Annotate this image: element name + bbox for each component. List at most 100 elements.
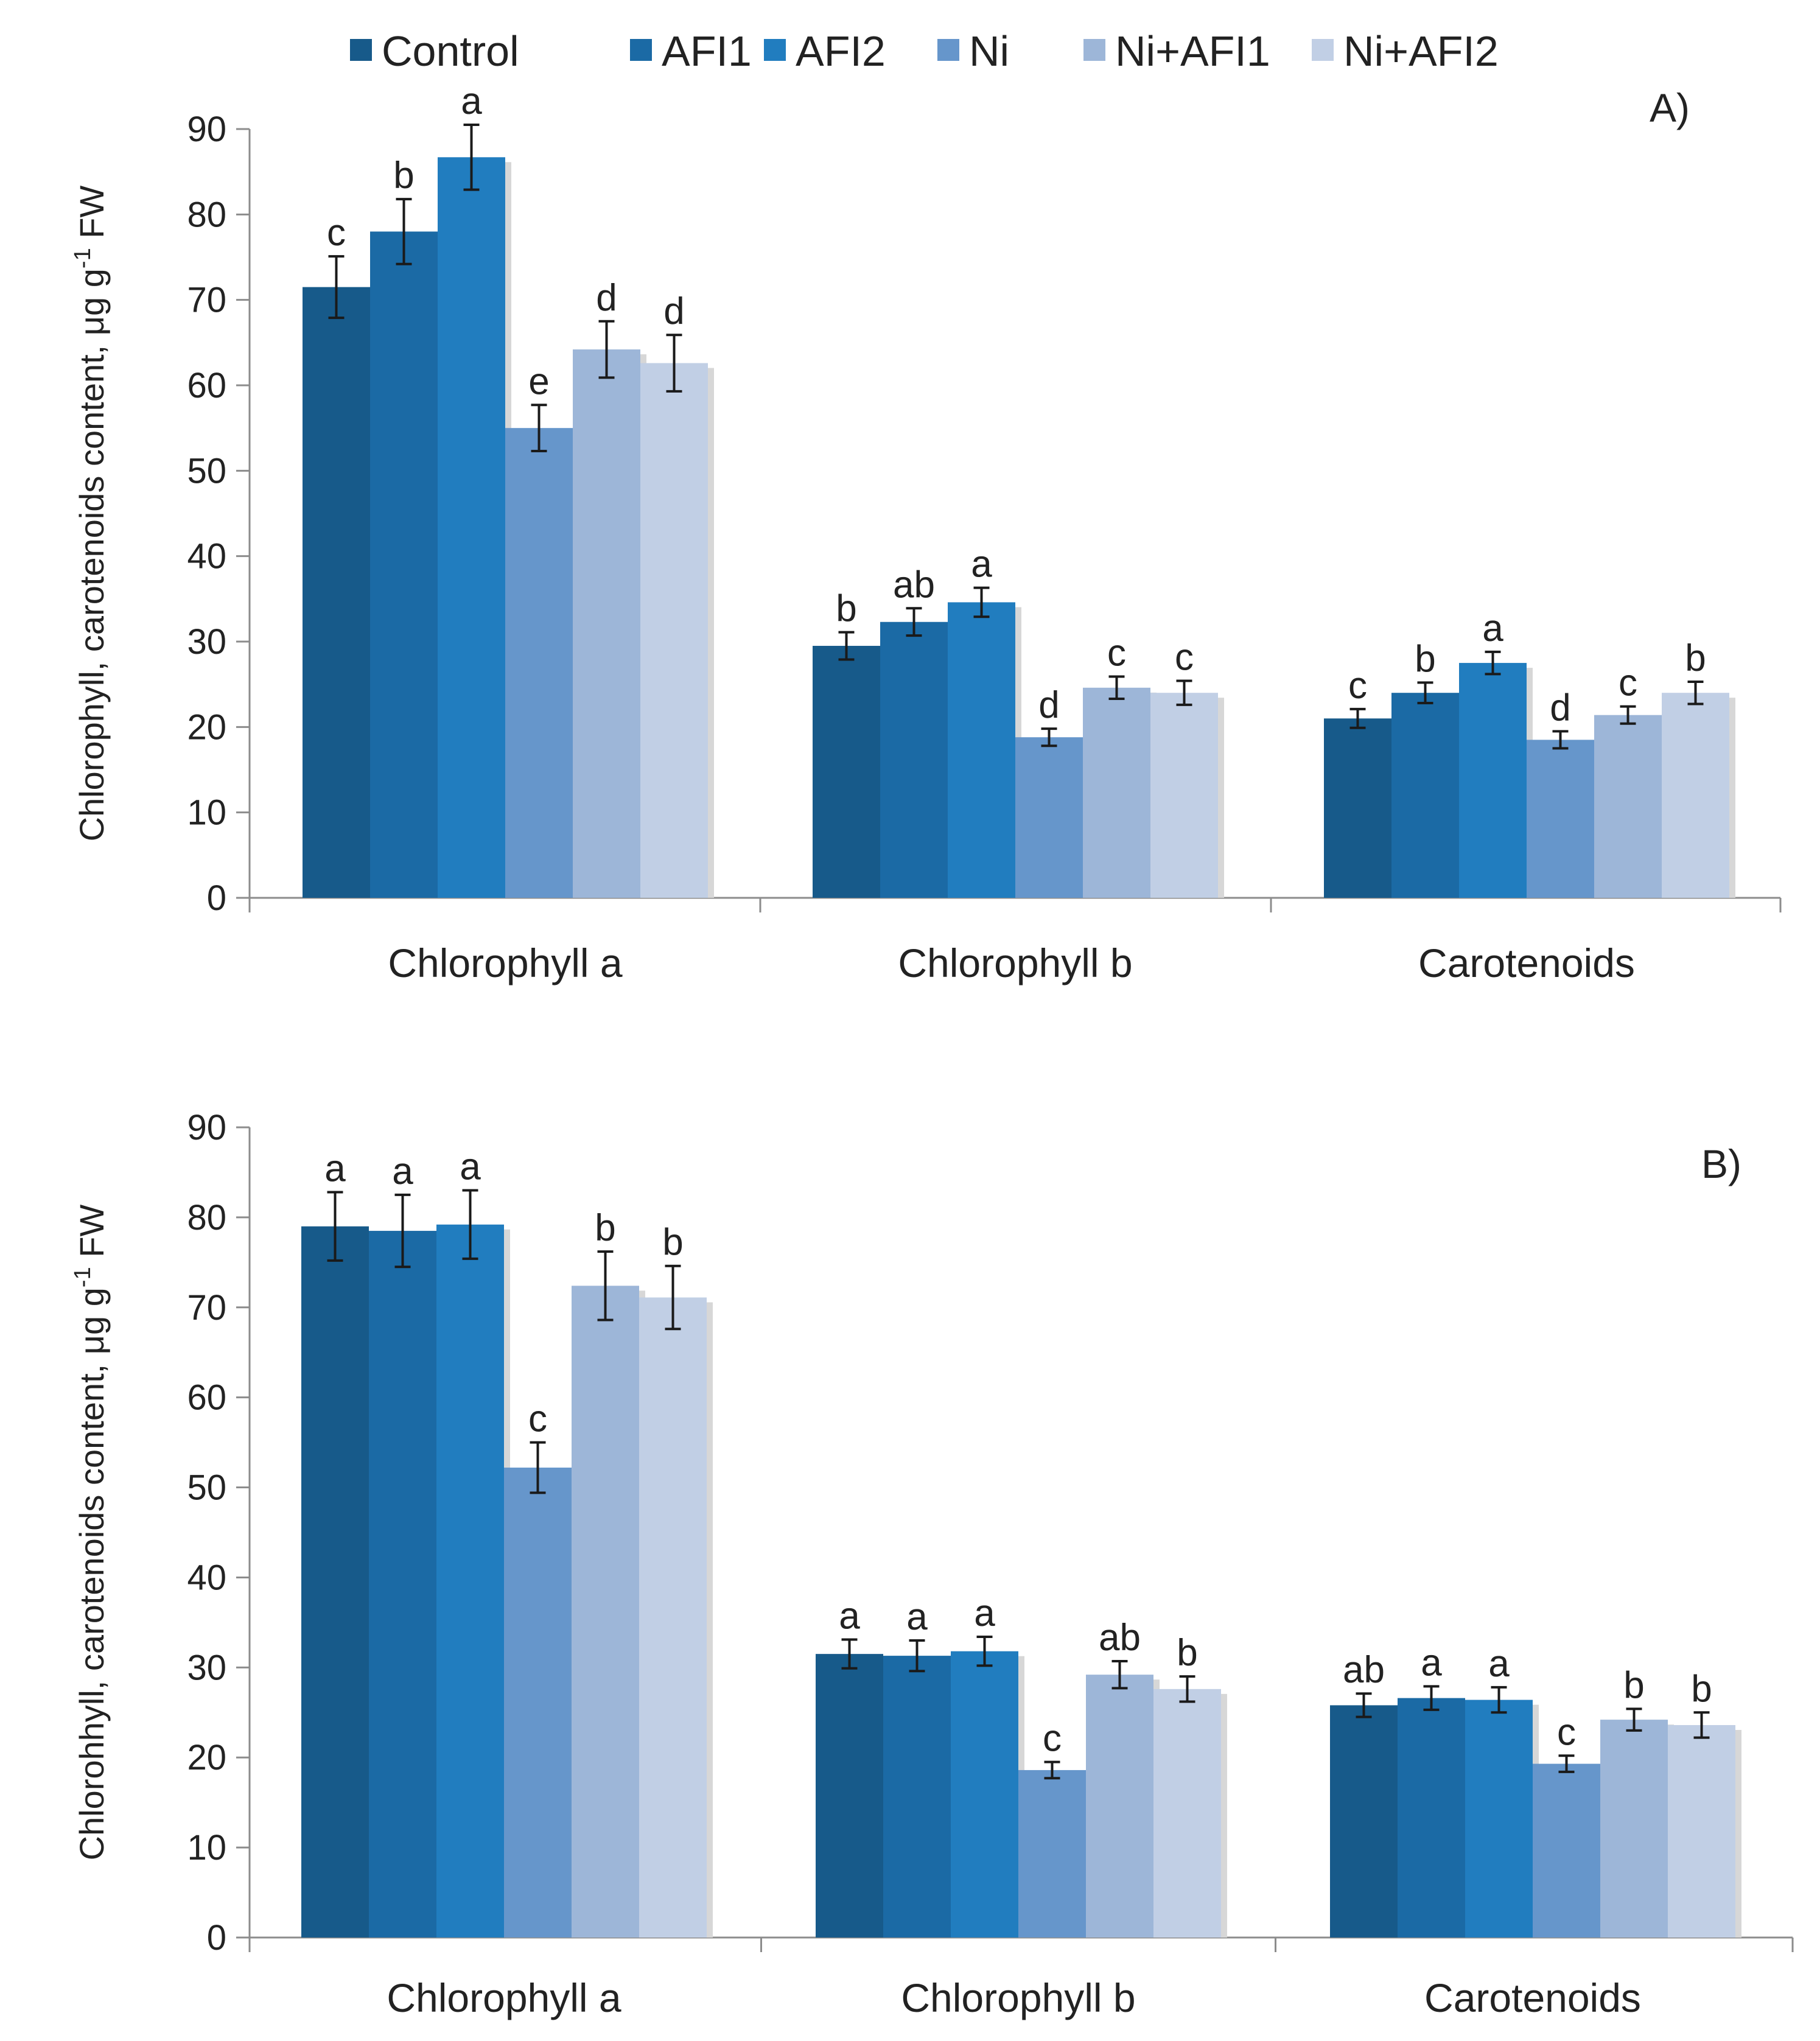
- significance-letter: c: [1619, 662, 1637, 704]
- y-axis-title-tail: FW: [72, 1205, 111, 1267]
- bar: [1459, 663, 1527, 898]
- significance-letter: b: [393, 155, 414, 197]
- significance-letter: ab: [1099, 1617, 1141, 1659]
- bar: [1330, 1705, 1398, 1938]
- y-axis-title-tail: FW: [72, 186, 111, 248]
- bar: [301, 1226, 369, 1938]
- legend-swatch-1: [630, 39, 652, 61]
- y-tick-label: 80: [187, 1198, 226, 1238]
- y-tick-label: 10: [187, 793, 226, 833]
- legend-swatch-0: [350, 39, 372, 61]
- bar: [436, 1224, 504, 1938]
- y-tick-label: 20: [187, 707, 226, 747]
- significance-letter: c: [1107, 632, 1126, 674]
- y-tick-label: 40: [187, 537, 226, 576]
- significance-letter: b: [1691, 1668, 1712, 1710]
- bar: [438, 157, 505, 898]
- y-tick-label: 50: [187, 451, 226, 491]
- y-tick-label: 30: [187, 622, 226, 662]
- significance-letter: d: [596, 277, 617, 319]
- y-tick-label: 70: [187, 1288, 226, 1328]
- bar: [369, 1231, 436, 1938]
- legend-label-1: AFI1: [662, 27, 752, 75]
- significance-letter: b: [662, 1222, 683, 1264]
- significance-letter: b: [1415, 638, 1435, 680]
- legend-label-0: Control: [382, 27, 519, 75]
- y-tick-label: 90: [187, 110, 226, 149]
- y-axis-title-main: Chlorohhyll, carotenoids content, μg g: [72, 1287, 111, 1860]
- bar: [1662, 693, 1729, 898]
- significance-letter: c: [1348, 665, 1367, 707]
- y-tick-label: 60: [187, 1378, 226, 1418]
- bar: [951, 1651, 1018, 1938]
- y-tick-label: 0: [207, 1918, 226, 1958]
- y-axis-title: Chlorophyll, carotenoids content, μg g-1…: [70, 186, 111, 842]
- significance-letter: c: [1557, 1711, 1576, 1753]
- significance-letter: c: [1043, 1718, 1062, 1760]
- significance-letter: a: [461, 80, 482, 122]
- significance-letter: a: [974, 1592, 995, 1634]
- y-tick-label: 60: [187, 366, 226, 405]
- significance-letter: a: [1488, 1643, 1510, 1685]
- category-label: Chlorophyll b: [901, 1975, 1135, 2020]
- y-axis-title-sup: -1: [70, 1267, 96, 1287]
- y-axis-title-sup: -1: [70, 248, 96, 268]
- significance-letter: a: [392, 1150, 413, 1192]
- legend-swatch-3: [937, 39, 959, 61]
- bar: [1391, 693, 1459, 898]
- legend-label-4: Ni+AFI1: [1115, 27, 1270, 75]
- legend: Control AFI1 AFI2 Ni Ni+AFI1 Ni+AFI2: [350, 27, 1499, 75]
- legend-label-3: Ni: [969, 27, 1009, 75]
- y-tick-label: 10: [187, 1828, 226, 1868]
- bar: [1600, 1720, 1668, 1938]
- category-label: Chlorophyll a: [387, 1975, 621, 2020]
- y-tick-label: 50: [187, 1468, 226, 1508]
- significance-letter: ab: [1343, 1649, 1385, 1691]
- significance-letter: a: [971, 544, 992, 586]
- significance-letter: d: [1038, 684, 1059, 726]
- bar: [573, 349, 640, 898]
- y-tick-label: 70: [187, 281, 226, 320]
- y-tick-label: 80: [187, 195, 226, 234]
- significance-letter: b: [1685, 637, 1706, 679]
- bar: [1086, 1675, 1153, 1938]
- y-tick-label: 40: [187, 1558, 226, 1597]
- significance-letter: ab: [893, 564, 935, 606]
- legend-swatch-4: [1083, 39, 1105, 61]
- significance-letter: b: [595, 1207, 615, 1249]
- panel-label: A): [1650, 85, 1690, 130]
- category-label: Chlorophyll b: [898, 940, 1132, 985]
- bar: [572, 1286, 639, 1938]
- bar: [505, 428, 573, 898]
- bar: [1465, 1700, 1533, 1938]
- bar: [880, 621, 948, 898]
- chart-panel-b: 0 10 20 30 40 50 60 70 80 90 Chlorophyll a Chloroph…: [70, 1108, 1794, 2020]
- significance-letter: c: [528, 1398, 547, 1440]
- bar: [640, 363, 708, 898]
- category-label: Carotenoids: [1418, 940, 1635, 985]
- bar: [1150, 693, 1218, 898]
- significance-letter: a: [1421, 1642, 1442, 1684]
- significance-letter: a: [839, 1595, 860, 1637]
- bar: [370, 231, 438, 898]
- y-tick-label: 30: [187, 1648, 226, 1687]
- significance-letter: a: [1482, 607, 1503, 649]
- bar: [1398, 1698, 1465, 1938]
- panel-label: B): [1701, 1141, 1741, 1186]
- bar: [504, 1468, 572, 1938]
- bar: [1324, 718, 1391, 898]
- bar: [1594, 715, 1662, 898]
- significance-letter: b: [1623, 1664, 1644, 1706]
- legend-swatch-5: [1312, 39, 1334, 61]
- significance-letter: b: [836, 588, 856, 630]
- significance-letter: e: [528, 360, 549, 402]
- significance-letter: d: [663, 290, 684, 332]
- significance-letter: a: [324, 1147, 346, 1189]
- bar: [639, 1297, 707, 1938]
- bar: [948, 602, 1015, 898]
- y-tick-label: 20: [187, 1738, 226, 1777]
- legend-label-2: AFI2: [796, 27, 886, 75]
- legend-swatch-2: [764, 39, 786, 61]
- bar: [1083, 687, 1150, 898]
- significance-letter: c: [1175, 637, 1194, 679]
